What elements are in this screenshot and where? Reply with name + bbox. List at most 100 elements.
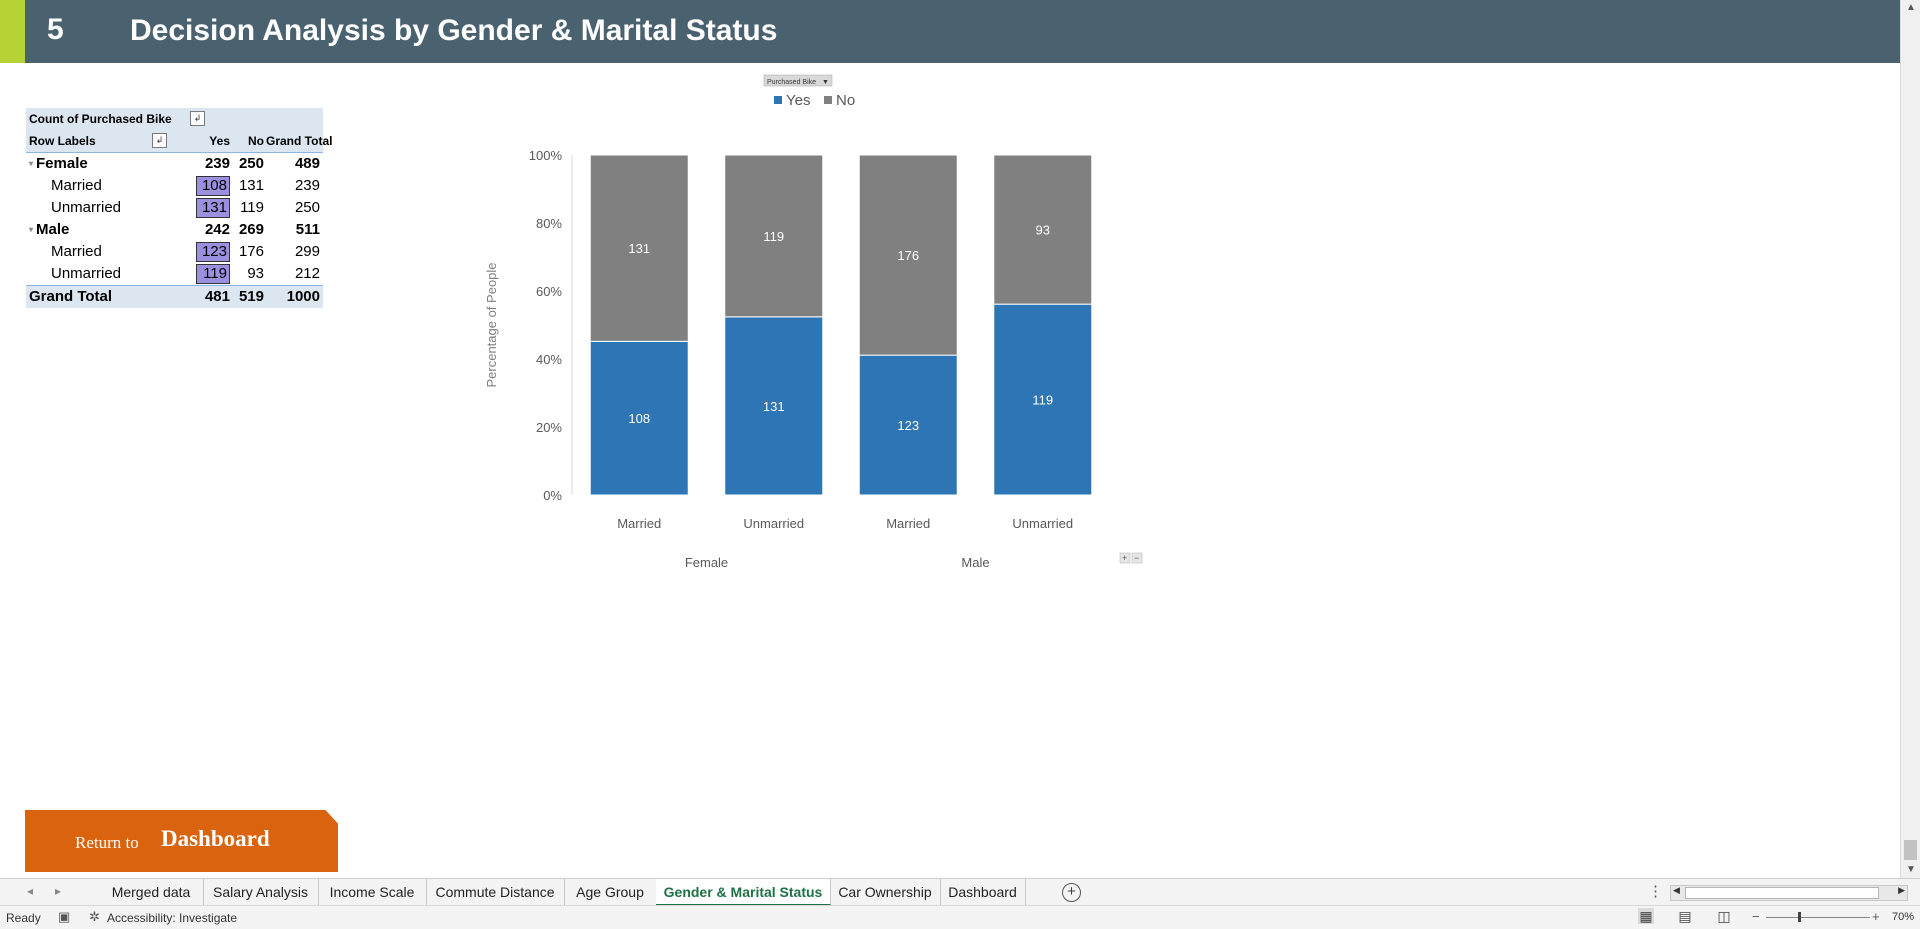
sheet-tab[interactable]: Merged data <box>99 879 204 906</box>
x-group-label[interactable]: Male <box>961 555 989 570</box>
cell-no[interactable]: 93 <box>247 265 264 282</box>
data-label[interactable]: 119 <box>1032 393 1053 408</box>
row-filter-icon[interactable]: ↲ <box>152 133 167 148</box>
cell-total[interactable]: 250 <box>294 199 320 216</box>
scrollbar-thumb[interactable] <box>1904 840 1917 860</box>
pivot-row-female-unmarried[interactable]: Unmarried 131 119 250 <box>26 197 323 219</box>
cell-no[interactable]: 131 <box>238 177 264 194</box>
legend-entry[interactable]: No <box>836 92 855 109</box>
data-label[interactable]: 119 <box>763 229 784 244</box>
zoom-out-icon[interactable]: − <box>1752 909 1760 924</box>
sheet-tab[interactable]: Age Group <box>564 879 657 906</box>
cell-yes-selected[interactable]: 108 <box>196 176 230 196</box>
cell-yes-selected[interactable]: 119 <box>196 264 230 284</box>
pivot-row-male[interactable]: ▾ Male 242 269 511 <box>26 219 323 241</box>
x-group-label[interactable]: Female <box>685 555 728 570</box>
pivot-value-field[interactable]: Count of Purchased Bike <box>29 112 172 126</box>
pivot-row-male-married[interactable]: Married 123 176 299 <box>26 241 323 263</box>
data-label[interactable]: 93 <box>1036 223 1050 238</box>
bar-no[interactable] <box>993 154 1093 305</box>
cell-yes-selected[interactable]: 123 <box>196 242 230 262</box>
legend-entry[interactable]: Yes <box>786 92 810 109</box>
zoom-slider[interactable] <box>1766 917 1870 918</box>
cell-no[interactable]: 269 <box>238 221 264 238</box>
scroll-down-icon[interactable]: ▼ <box>1906 864 1916 875</box>
bar-no[interactable] <box>724 154 824 318</box>
data-label[interactable]: 131 <box>763 399 785 414</box>
cell-total[interactable]: 1000 <box>286 288 320 305</box>
pivot-row-female-married[interactable]: Married 108 131 239 <box>26 175 323 197</box>
cell-no[interactable]: 176 <box>238 243 264 260</box>
y-axis-label[interactable]: Percentage of People <box>484 262 499 387</box>
stacked-bar-chart[interactable]: Purchased Bike ▼ Yes No 0% 20% 40% 60% 80% 100% Pe… <box>470 70 1160 570</box>
scroll-right-icon[interactable]: ▶ <box>1898 885 1905 895</box>
cell-yes[interactable]: 481 <box>204 288 230 305</box>
bar-no[interactable] <box>589 154 689 342</box>
vertical-scrollbar[interactable]: ▲ ▼ <box>1900 0 1920 878</box>
pivot-row-female[interactable]: ▾ Female 239 250 489 <box>26 153 323 175</box>
grid-icon[interactable]: ▦ <box>1638 908 1654 924</box>
collapse-icon[interactable]: ▾ <box>29 225 34 235</box>
legend-swatch[interactable] <box>774 96 782 104</box>
data-label[interactable]: 131 <box>628 241 650 256</box>
cell-total[interactable]: 489 <box>294 155 320 172</box>
scroll-up-icon[interactable]: ▲ <box>1906 2 1916 13</box>
sheet-tab[interactable]: Gender & Marital Status <box>656 879 831 906</box>
accessibility-icon[interactable]: ✲ <box>89 909 100 924</box>
cell-total[interactable]: 212 <box>294 265 320 282</box>
expand-field-button[interactable] <box>1119 552 1131 564</box>
column-header-yes[interactable]: Yes <box>209 134 230 148</box>
tab-scroll-right-icon[interactable]: ▸ <box>55 884 62 898</box>
cell-total[interactable]: 511 <box>295 221 320 238</box>
pivot-grand-total-row[interactable]: Grand Total 481 519 1000 <box>26 285 323 308</box>
bar-yes[interactable] <box>724 316 824 496</box>
sheet-tab[interactable]: Commute Distance <box>426 879 565 906</box>
sheet-tab[interactable]: Car Ownership <box>830 879 941 906</box>
sheet-tab[interactable]: Dashboard <box>940 879 1026 906</box>
cell-yes-selected[interactable]: 131 <box>196 198 230 218</box>
bar-yes[interactable] <box>589 340 689 496</box>
column-header-no[interactable]: No <box>248 134 264 148</box>
horizontal-scrollbar-thumb[interactable] <box>1685 887 1879 899</box>
return-to-dashboard-button[interactable]: Return to Dashboard <box>25 810 338 872</box>
cell-yes[interactable]: 242 <box>204 221 230 238</box>
zoom-slider-thumb[interactable] <box>1798 912 1801 922</box>
y-tick-label[interactable]: 80% <box>536 216 562 231</box>
horizontal-scrollbar[interactable]: ◀ ▶ <box>1670 885 1908 901</box>
collapse-field-button[interactable] <box>1131 552 1143 564</box>
page-layout-icon[interactable]: ▤ <box>1678 908 1692 924</box>
field-button-label[interactable]: Purchased Bike <box>767 79 816 86</box>
minus-icon[interactable]: − <box>1134 553 1139 563</box>
field-button[interactable] <box>763 74 833 87</box>
x-tick-label[interactable]: Married <box>886 516 930 531</box>
scroll-left-icon[interactable]: ◀ <box>1673 885 1680 895</box>
macro-record-icon[interactable]: ▣ <box>58 909 71 924</box>
page-break-icon[interactable]: ◫ <box>1717 908 1731 924</box>
collapse-icon[interactable]: ▾ <box>29 159 34 169</box>
y-tick-label[interactable]: 60% <box>536 284 562 299</box>
y-tick-label[interactable]: 40% <box>536 352 562 367</box>
field-button-dropdown-icon[interactable]: ▼ <box>822 79 829 86</box>
sheet-tab[interactable]: Income Scale <box>318 879 427 906</box>
data-label[interactable]: 176 <box>897 248 919 263</box>
cell-no[interactable]: 519 <box>238 288 264 305</box>
cell-total[interactable]: 239 <box>294 177 320 194</box>
y-tick-label[interactable]: 100% <box>529 148 563 163</box>
plus-circle-icon[interactable]: + <box>1062 883 1081 902</box>
y-tick-label[interactable]: 20% <box>536 420 562 435</box>
x-tick-label[interactable]: Married <box>617 516 661 531</box>
y-tick-label[interactable]: 0% <box>543 488 562 503</box>
cell-total[interactable]: 299 <box>294 243 320 260</box>
pivot-row-male-unmarried[interactable]: Unmarried 119 93 212 <box>26 263 323 285</box>
tab-scroll-left-icon[interactable]: ◂ <box>27 884 34 898</box>
x-tick-label[interactable]: Unmarried <box>1012 516 1073 531</box>
zoom-level[interactable]: 70% <box>1892 911 1915 923</box>
accessibility-status[interactable]: Accessibility: Investigate <box>107 911 238 925</box>
column-header-grand-total[interactable]: Grand Total <box>266 134 333 148</box>
bar-yes[interactable] <box>858 354 958 496</box>
bar-yes[interactable] <box>993 303 1093 496</box>
bar-no[interactable] <box>858 154 958 356</box>
zoom-in-icon[interactable]: + <box>1872 909 1880 924</box>
row-labels-header[interactable]: Row Labels <box>29 134 96 148</box>
plus-icon[interactable]: + <box>1122 553 1127 563</box>
